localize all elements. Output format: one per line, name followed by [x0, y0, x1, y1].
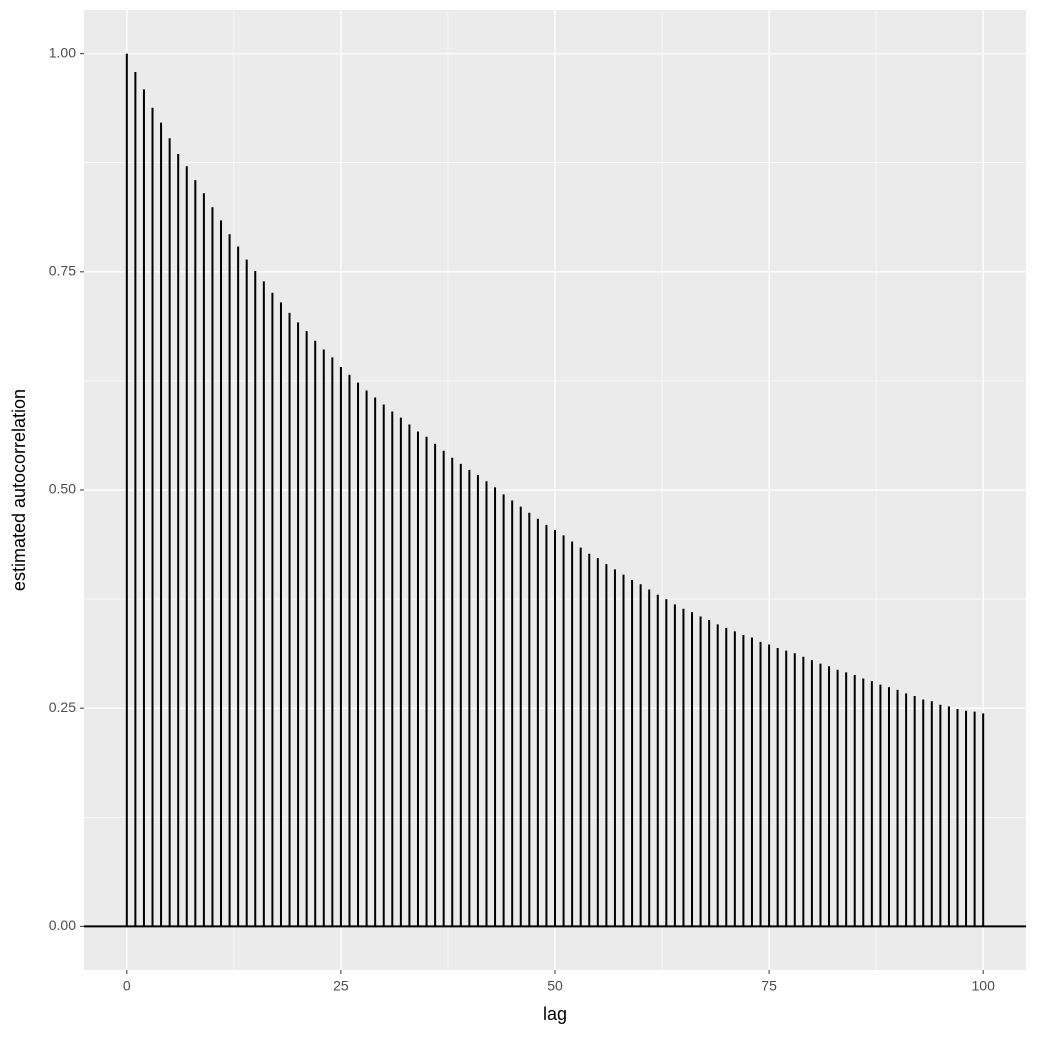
x-tick-label: 50 — [547, 978, 563, 994]
y-tick-label: 0.00 — [49, 917, 76, 933]
y-tick-label: 0.75 — [49, 263, 76, 279]
x-tick-label: 75 — [761, 978, 777, 994]
x-tick-label: 100 — [972, 978, 996, 994]
y-tick-label: 0.50 — [49, 481, 76, 497]
x-axis-title: lag — [543, 1004, 567, 1024]
y-axis-title: estimated autocorrelation — [9, 389, 29, 591]
x-tick-label: 0 — [123, 978, 131, 994]
y-tick-label: 1.00 — [49, 44, 76, 60]
y-tick-label: 0.25 — [49, 699, 76, 715]
x-tick-label: 25 — [333, 978, 349, 994]
